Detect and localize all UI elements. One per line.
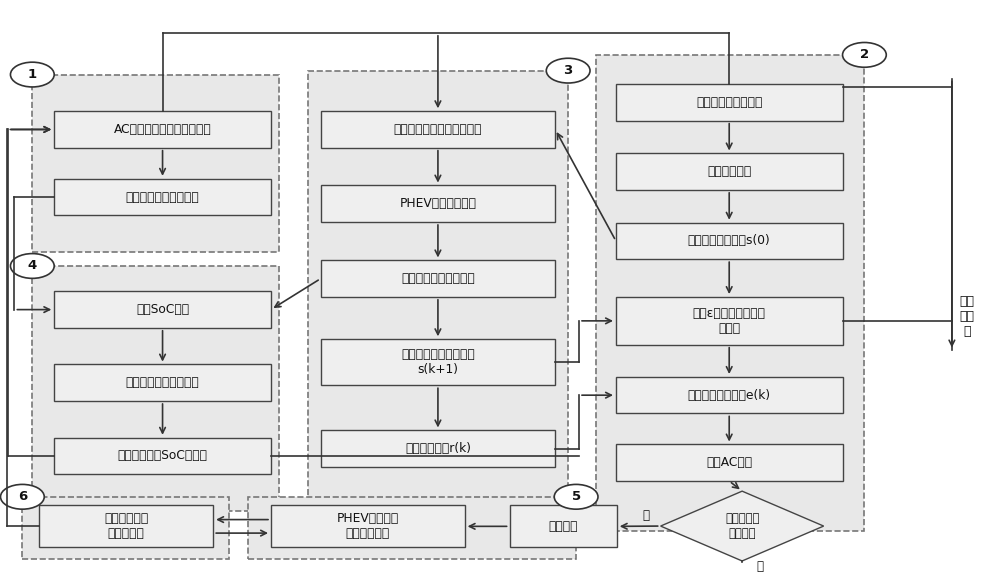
Text: PHEV能量管理
策略在线应用: PHEV能量管理 策略在线应用 bbox=[337, 513, 399, 540]
Text: 更新AC网络: 更新AC网络 bbox=[706, 456, 752, 469]
FancyBboxPatch shape bbox=[54, 179, 271, 215]
Text: 2: 2 bbox=[860, 48, 869, 61]
FancyBboxPatch shape bbox=[321, 339, 555, 385]
Text: PHEV动力系统响应: PHEV动力系统响应 bbox=[399, 197, 476, 210]
Text: 动作价值网络预训练: 动作价值网络预训练 bbox=[696, 96, 762, 109]
Circle shape bbox=[843, 42, 886, 67]
FancyBboxPatch shape bbox=[32, 266, 279, 511]
Text: 策略保存: 策略保存 bbox=[548, 520, 578, 533]
FancyBboxPatch shape bbox=[596, 55, 864, 530]
Text: 达到最大迭
代次数？: 达到最大迭 代次数？ bbox=[725, 512, 759, 540]
Text: 1: 1 bbox=[28, 68, 37, 81]
Text: 探索
率衰
减: 探索 率衰 减 bbox=[959, 295, 974, 338]
Text: 计算动力电池状态转移: 计算动力电池状态转移 bbox=[401, 272, 475, 285]
FancyBboxPatch shape bbox=[616, 444, 843, 481]
FancyBboxPatch shape bbox=[321, 185, 555, 222]
Circle shape bbox=[1, 484, 44, 509]
FancyBboxPatch shape bbox=[616, 84, 843, 121]
FancyBboxPatch shape bbox=[22, 497, 229, 559]
FancyBboxPatch shape bbox=[321, 430, 555, 467]
Circle shape bbox=[546, 58, 590, 83]
Text: 更新动力电池SoC参考值: 更新动力电池SoC参考值 bbox=[118, 449, 208, 463]
Text: 5: 5 bbox=[572, 490, 581, 503]
FancyBboxPatch shape bbox=[54, 292, 271, 328]
FancyBboxPatch shape bbox=[54, 111, 271, 148]
Circle shape bbox=[10, 62, 54, 87]
Text: 存储状态转移样本e(k): 存储状态转移样本e(k) bbox=[688, 389, 771, 402]
Text: 更新SoC偏差: 更新SoC偏差 bbox=[136, 303, 189, 316]
FancyBboxPatch shape bbox=[510, 505, 617, 548]
FancyBboxPatch shape bbox=[39, 505, 213, 548]
Text: 是: 是 bbox=[642, 510, 649, 522]
FancyBboxPatch shape bbox=[616, 223, 843, 259]
FancyBboxPatch shape bbox=[321, 111, 555, 148]
FancyBboxPatch shape bbox=[54, 438, 271, 474]
Text: 获取控制动作量与驾驶需求: 获取控制动作量与驾驶需求 bbox=[394, 123, 482, 136]
Text: 获取初始状态向量s(0): 获取初始状态向量s(0) bbox=[688, 234, 771, 247]
Text: 训练数据归一化预处理: 训练数据归一化预处理 bbox=[126, 191, 199, 204]
Text: 否: 否 bbox=[757, 560, 764, 573]
FancyBboxPatch shape bbox=[271, 505, 465, 548]
Circle shape bbox=[554, 484, 598, 509]
Text: 计算奖赏信号r(k): 计算奖赏信号r(k) bbox=[405, 442, 471, 455]
Text: 3: 3 bbox=[564, 64, 573, 77]
Text: 4: 4 bbox=[28, 259, 37, 273]
FancyBboxPatch shape bbox=[308, 71, 568, 511]
FancyBboxPatch shape bbox=[32, 75, 279, 252]
Text: AC网络构建及其参数初始化: AC网络构建及其参数初始化 bbox=[114, 123, 211, 136]
FancyBboxPatch shape bbox=[616, 153, 843, 190]
Text: 6: 6 bbox=[18, 490, 27, 503]
Circle shape bbox=[10, 254, 54, 278]
FancyBboxPatch shape bbox=[321, 261, 555, 297]
FancyBboxPatch shape bbox=[616, 297, 843, 345]
FancyBboxPatch shape bbox=[248, 497, 576, 559]
Text: 更新累积行驶距离信息: 更新累积行驶距离信息 bbox=[126, 377, 199, 389]
FancyBboxPatch shape bbox=[616, 377, 843, 413]
FancyBboxPatch shape bbox=[54, 364, 271, 401]
Polygon shape bbox=[661, 491, 824, 561]
Text: 获取下一时刻状态向量
s(k+1): 获取下一时刻状态向量 s(k+1) bbox=[401, 348, 475, 376]
Text: 经验池初始化: 经验池初始化 bbox=[707, 165, 751, 178]
Text: 策略实时检测
及云端更新: 策略实时检测 及云端更新 bbox=[104, 513, 148, 540]
Text: 依据ε退火贪婪策略选
择动作: 依据ε退火贪婪策略选 择动作 bbox=[693, 307, 766, 335]
